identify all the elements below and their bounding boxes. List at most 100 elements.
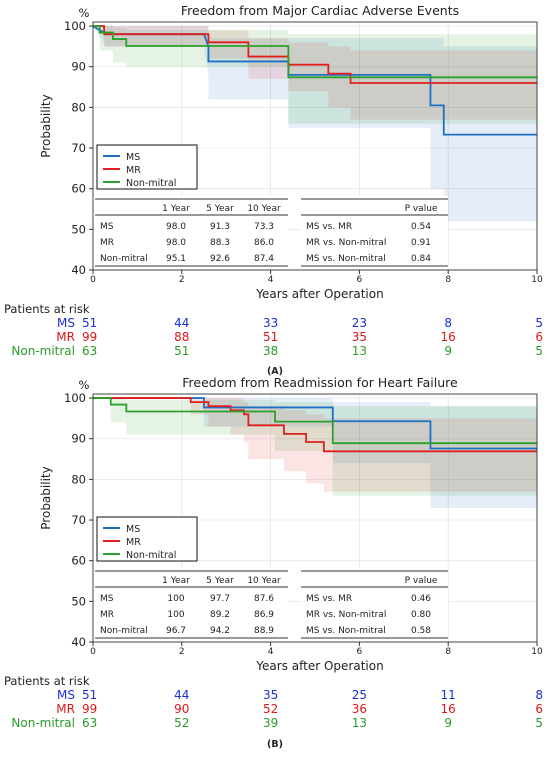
y-tick-label: 50 — [71, 594, 86, 608]
legend-label: Non-mitral — [126, 550, 176, 561]
y-tick-label: 70 — [71, 141, 86, 155]
risk-count: 25 — [352, 688, 367, 702]
survival-row-label: MR — [100, 238, 114, 248]
survival-cell: 73.3 — [254, 222, 274, 232]
pvalue-header: P value — [405, 576, 438, 586]
risk-count: 23 — [352, 316, 367, 330]
pvalue-cell: 0.80 — [411, 610, 431, 620]
pvalue-row-label: MR vs. Non-mitral — [306, 610, 386, 620]
survival-cell: 100 — [167, 594, 184, 604]
survival-cell: 87.4 — [254, 254, 274, 264]
survival-table: 1 Year 5 Year 10 Year MS 100 97.7 87.6 MR 100 89.… — [95, 568, 288, 640]
x-tick-label: 4 — [268, 647, 274, 657]
survival-row-label: Non-mitral — [100, 626, 148, 636]
ci-band-ms — [93, 398, 537, 508]
chart-title: Freedom from Major Cardiac Adverse Event… — [181, 3, 459, 18]
pvalue-row-label: MS vs. MR — [306, 222, 352, 232]
survival-cell: 88.9 — [254, 626, 274, 636]
survival-cell: 86.0 — [254, 238, 274, 248]
survival-header: 10 Year — [247, 204, 281, 214]
risk-count: 63 — [82, 344, 97, 358]
survival-cell: 92.6 — [210, 254, 230, 264]
risk-count: 44 — [174, 688, 189, 702]
risk-count: 13 — [352, 344, 367, 358]
risk-count: 11 — [441, 688, 456, 702]
y-axis-label: Probability — [39, 466, 53, 529]
x-tick-label: 10 — [531, 275, 543, 285]
risk-count: 6 — [535, 702, 543, 716]
risk-count: 16 — [441, 330, 456, 344]
risk-count: 6 — [535, 330, 543, 344]
x-tick-label: 4 — [268, 275, 274, 285]
survival-header: 1 Year — [162, 576, 190, 586]
y-tick-label: 60 — [71, 554, 86, 568]
pvalue-table-bg — [301, 568, 448, 640]
survival-row-label: Non-mitral — [100, 254, 148, 264]
risk-count: 38 — [263, 344, 278, 358]
pvalue-row-label: MR vs. Non-mitral — [306, 238, 386, 248]
pvalue-row-label: MS vs. Non-mitral — [306, 626, 386, 636]
pvalue-cell: 0.54 — [411, 222, 431, 232]
survival-table-bg — [95, 196, 288, 268]
x-tick-label: 0 — [90, 275, 96, 285]
y-tick-label: 90 — [71, 60, 86, 74]
y-tick-label: 100 — [64, 19, 86, 33]
risk-count: 5 — [535, 344, 543, 358]
x-axis-label: Years after Operation — [255, 659, 383, 673]
panel-label: (A) — [267, 366, 283, 377]
risk-count: 39 — [263, 716, 278, 730]
y-tick-label: 80 — [71, 100, 86, 114]
ci-band-mr — [93, 26, 537, 120]
risk-count: 63 — [82, 716, 97, 730]
pvalue-cell: 0.91 — [411, 238, 431, 248]
x-tick-label: 6 — [357, 647, 363, 657]
series-line-nonmitral — [93, 397, 537, 445]
risk-count: 8 — [444, 316, 452, 330]
risk-row-label: MR — [56, 702, 75, 716]
survival-cell: 95.1 — [166, 254, 186, 264]
ci-band-nonmitral — [93, 398, 537, 496]
y-unit-label: % — [79, 6, 90, 20]
risk-row-label: MS — [57, 316, 75, 330]
pvalue-row-label: MS vs. Non-mitral — [306, 254, 386, 264]
legend-label: Non-mitral — [126, 178, 176, 189]
survival-cell: 86.9 — [254, 610, 274, 620]
risk-count: 5 — [535, 716, 543, 730]
risk-count: 8 — [535, 688, 543, 702]
legend-label: MR — [126, 165, 141, 176]
x-tick-label: 10 — [531, 647, 543, 657]
survival-cell: 97.7 — [210, 594, 230, 604]
pvalue-cell: 0.46 — [411, 594, 431, 604]
legend-label: MS — [126, 524, 140, 535]
plot-frame — [92, 393, 538, 643]
risk-count: 90 — [174, 702, 189, 716]
pvalue-table: P value MS vs. MR 0.46 MR vs. Non-mitral 0.8… — [301, 568, 448, 640]
survival-cell: 98.0 — [166, 222, 186, 232]
survival-header: 10 Year — [247, 576, 281, 586]
risk-count: 99 — [82, 702, 97, 716]
y-tick-label: 50 — [71, 222, 86, 236]
risk-table-title: Patients at risk — [4, 302, 90, 316]
series-line-mr — [93, 25, 537, 84]
y-axis-label: Probability — [39, 94, 53, 157]
series-line-mr — [93, 397, 537, 453]
y-unit-label: % — [79, 378, 90, 392]
survival-cell: 88.3 — [210, 238, 230, 248]
risk-count: 52 — [263, 702, 278, 716]
risk-count: 33 — [263, 316, 278, 330]
survival-cell: 98.0 — [166, 238, 186, 248]
survival-cell: 96.7 — [166, 626, 186, 636]
pvalue-header: P value — [405, 204, 438, 214]
survival-row-label: MS — [100, 594, 114, 604]
x-tick-label: 6 — [357, 275, 363, 285]
risk-count: 88 — [174, 330, 189, 344]
y-tick-label: 70 — [71, 513, 86, 527]
risk-count: 51 — [263, 330, 278, 344]
survival-cell: 94.2 — [210, 626, 230, 636]
risk-count: 16 — [441, 702, 456, 716]
y-tick-label: 40 — [71, 263, 86, 277]
pvalue-table-bg — [301, 196, 448, 268]
survival-table: 1 Year 5 Year 10 Year MS 98.0 91.3 73.3 MR 98.0 8… — [95, 196, 288, 268]
risk-count: 9 — [444, 344, 452, 358]
